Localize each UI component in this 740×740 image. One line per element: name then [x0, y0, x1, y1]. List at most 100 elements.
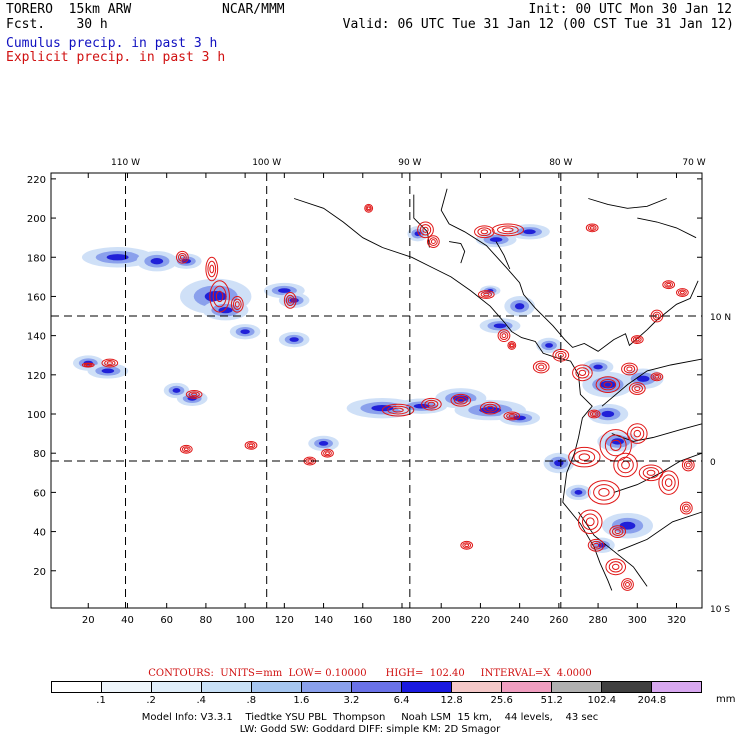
explicit-contour [642, 467, 660, 479]
explicit-contour [480, 291, 492, 298]
explicit-contour [477, 290, 495, 299]
explicit-contour [491, 223, 525, 237]
explicit-contour [381, 403, 415, 417]
explicit-contour [424, 399, 439, 409]
explicit-contour [625, 582, 630, 587]
cumulus-core [493, 323, 507, 329]
explicit-contour [508, 342, 515, 349]
y-tick-label: 200 [27, 214, 46, 225]
colorbar-label: .1 [96, 695, 106, 706]
y-tick-label: 40 [33, 528, 46, 539]
colorbar-label: 6.4 [393, 695, 410, 706]
explicit-contour [85, 363, 91, 367]
explicit-contour [244, 440, 258, 450]
explicit-contour [614, 529, 621, 535]
x-tick-label: 80 [200, 615, 213, 626]
coastline [611, 423, 703, 442]
explicit-contour [499, 331, 509, 341]
colorbar-swatch [302, 682, 352, 692]
explicit-contour [612, 527, 624, 536]
coastline [449, 241, 466, 264]
explicit-contour [604, 434, 627, 457]
explicit-contour [185, 389, 203, 399]
explicit-contour [365, 205, 372, 212]
cumulus-core [101, 368, 115, 374]
colorbar-swatch [52, 682, 102, 692]
coastline [613, 452, 703, 493]
explicit-contour [679, 290, 685, 295]
cumulus-core [523, 229, 536, 235]
explicit-contour [183, 447, 189, 452]
explicit-contour [578, 369, 587, 376]
colorbar-swatch [352, 682, 402, 692]
cumulus-core [593, 364, 603, 370]
explicit-contour [646, 469, 656, 476]
coastline [601, 358, 703, 407]
explicit-contour [428, 237, 438, 246]
explicit-contour [593, 484, 615, 501]
cumulus-core [611, 438, 624, 445]
explicit-contour [175, 250, 189, 264]
cumulus-core [600, 380, 616, 389]
explicit-contour [608, 561, 623, 573]
explicit-contour [575, 367, 590, 379]
x-tick-label: 40 [121, 615, 134, 626]
cumulus-layer [72, 224, 664, 553]
cumulus-core [150, 258, 164, 265]
explicit-contour [486, 405, 494, 411]
coastline [293, 198, 613, 591]
explicit-contour [483, 403, 498, 413]
explicit-contour [417, 221, 434, 239]
cumulus-core [278, 288, 291, 293]
explicit-contour [191, 392, 198, 397]
explicit-contour [577, 509, 603, 535]
explicit-contour [598, 488, 610, 497]
explicit-contour [419, 224, 432, 236]
explicit-contour [532, 360, 550, 374]
explicit-contour [681, 503, 691, 513]
explicit-contour [538, 364, 545, 370]
lon-label: 80 W [549, 158, 572, 168]
explicit-contour [654, 374, 660, 379]
explicit-contour [685, 462, 691, 468]
explicit-contour [430, 239, 436, 245]
explicit-contour [364, 203, 374, 213]
explicit-contour [387, 405, 409, 415]
lat-label: 0 [710, 458, 716, 468]
coastline [588, 198, 667, 209]
explicit-contour [585, 517, 595, 527]
lon-label: 70 W [682, 158, 705, 168]
coastline [578, 511, 648, 587]
x-tick-label: 300 [628, 615, 647, 626]
explicit-contour [215, 290, 224, 303]
explicit-contour [613, 452, 638, 478]
explicit-contour [181, 446, 191, 453]
x-tick-label: 200 [432, 615, 451, 626]
y-tick-label: 20 [33, 567, 46, 578]
explicit-contour [581, 513, 599, 531]
explicit-contour [104, 359, 116, 367]
forecast-hour: Fcst. 30 h [6, 17, 108, 32]
explicit-contour [634, 386, 641, 391]
explicit-contour [535, 362, 547, 372]
y-tick-label: 60 [33, 488, 46, 499]
explicit-contour [460, 540, 474, 550]
explicit-contour [589, 410, 599, 418]
explicit-contour [587, 538, 605, 552]
explicit-contour [205, 256, 219, 282]
cumulus-core [619, 521, 636, 530]
explicit-contour [593, 542, 600, 548]
explicit-contour [626, 366, 633, 372]
colorbar-label: 204.8 [637, 695, 667, 706]
coastline [413, 194, 430, 248]
x-tick-label: 100 [236, 615, 255, 626]
explicit-contour [578, 453, 591, 461]
explicit-contour [325, 451, 330, 455]
explicit-contour [321, 448, 334, 458]
cumulus-core [240, 329, 250, 335]
explicit-contour [477, 227, 492, 237]
explicit-contour [426, 235, 440, 248]
lon-label: 110 W [111, 158, 140, 168]
explicit-contour [589, 226, 595, 230]
